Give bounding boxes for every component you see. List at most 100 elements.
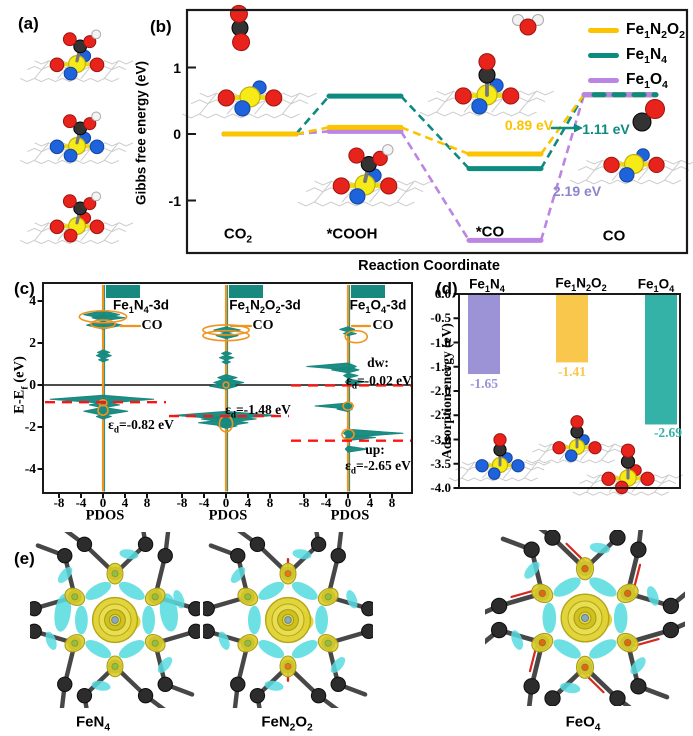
b-y-axis-title: Gibbs free energy (eV)	[133, 60, 149, 206]
d-ytick-label: -1.0	[430, 334, 451, 350]
dos-peak	[221, 359, 231, 365]
pdos-xtick-label: 8	[143, 495, 151, 510]
molecule-co	[632, 99, 665, 132]
connector-1	[295, 95, 330, 135]
legend-label-fe1n4: Fe1N4	[626, 46, 668, 67]
d-category-fe1n4: Fe1N4	[469, 276, 505, 295]
d-ytick-label: -2.0	[430, 383, 451, 398]
b-x-axis-title: Reaction Coordinate	[358, 258, 500, 274]
molecule-h2o	[512, 14, 544, 36]
legend-label-fe1o4: Fe1O4	[626, 71, 668, 92]
d-ytick-label: -3.5	[430, 455, 451, 471]
dos-peak	[95, 352, 112, 360]
pdos-co-label-1: CO	[141, 318, 163, 333]
pdos-xtick-label: -4	[320, 495, 332, 510]
e-label-fen4: FeN4	[75, 713, 111, 734]
dos-peak	[217, 422, 238, 429]
ed-label-dw: εd=-0.02 eV	[346, 373, 412, 391]
d-ytick-label: -3.0	[430, 431, 451, 447]
pdos-xtick-label: 0	[222, 495, 230, 510]
molecule-slab-oonn-cooh	[297, 144, 432, 207]
e-label-fen2o2: FeN2O2	[261, 713, 313, 734]
b-ytick-label: 0	[173, 126, 181, 142]
pdos-co-label-2: CO	[252, 318, 274, 333]
d-value-fe1n2o2: -1.41	[557, 364, 587, 379]
c-y-axis-title: E-Ef (eV)	[11, 356, 31, 414]
b-ytick-label: 1	[173, 59, 181, 76]
pdos-xtick-label: -8	[176, 495, 188, 510]
b-ytick-label: -1	[168, 192, 181, 209]
co-state-ellipse	[90, 319, 116, 329]
ed-label-fe1n2o2: εd=-1.48 eV	[225, 402, 291, 420]
pdos-xtick-label: -4	[75, 495, 87, 510]
c-ytick-label: 0	[29, 377, 36, 392]
pdos-co-label-3: CO	[372, 318, 394, 333]
panel-a-label: (a)	[18, 14, 39, 33]
molecule-slab-oonn-co	[419, 53, 554, 117]
panel-b-label: (b)	[150, 17, 172, 36]
ed-label-fe1n4: εd=-0.82 eV	[108, 417, 174, 435]
molecule-slab-oonn	[182, 80, 317, 119]
legend-item-fe1o4: Fe1O4	[588, 71, 668, 92]
dos-peak	[344, 378, 367, 386]
legend-swatch-fe1o4	[588, 77, 619, 83]
b-frame	[185, 8, 689, 255]
d-ytick-label: -2.5	[430, 407, 451, 423]
e-label-feo4: FeO4	[565, 713, 601, 734]
molecule-slab-nnnn-co	[448, 433, 551, 482]
bar-fe1o4	[645, 295, 677, 425]
d-category-fe1n2o2: Fe1N2O2	[555, 275, 607, 294]
connector-1	[539, 94, 586, 170]
dos-peak	[331, 366, 360, 374]
co-state-ellipse	[202, 324, 250, 336]
panel-d-label: (d)	[436, 279, 458, 298]
dos-peak	[83, 406, 129, 416]
isosurface-fen2o2	[203, 532, 373, 708]
pdos-xtick-label: -4	[198, 495, 210, 510]
d-ytick-label: -4.0	[430, 480, 451, 495]
pdos-legend-fe1o4: Fe1O4-3d	[349, 297, 407, 316]
d-value-fe1o4: -2.69	[653, 425, 683, 440]
isosurface-feo4	[485, 530, 685, 706]
bar-fe1n4	[468, 295, 500, 375]
pdos-x-axis-title: PDOS	[85, 507, 125, 524]
pdos-xtick-label: 8	[388, 495, 396, 510]
ed-prefix-dw: dw:	[367, 355, 389, 370]
legend-swatch-fe1n2o2	[588, 27, 619, 33]
molecule-slab-nnnn-cooh	[19, 111, 134, 165]
b-annotation-219: 2.19 eV	[552, 183, 602, 199]
molecule-slab-oonn-co	[525, 415, 628, 464]
d-ytick-label: -1.5	[430, 358, 451, 374]
d-ytick-label: 0.0	[434, 286, 451, 301]
pdos-xtick-label: 4	[366, 495, 374, 510]
b-state-co2: CO2	[223, 225, 253, 246]
pdos-x-axis-title: PDOS	[330, 507, 370, 524]
connector-0	[400, 126, 470, 156]
pdos-xtick-label: 0	[99, 495, 107, 510]
connector-0	[295, 126, 330, 136]
pdos-xtick-label: 8	[266, 495, 274, 510]
d-category-fe1o4: Fe1O4	[637, 276, 675, 295]
co-state-ellipse	[344, 329, 369, 344]
pdos-xtick-label: 4	[121, 495, 129, 510]
pdos-legend-fe1n2o2: Fe1N2O2-3d	[229, 297, 301, 316]
ed-prefix-up: up:	[365, 442, 385, 457]
panel-e-label: (e)	[14, 549, 35, 568]
dos-peak	[98, 357, 109, 363]
ed-label-up: εd=-2.65 eV	[345, 458, 411, 476]
pdos-xtick-label: -8	[298, 495, 310, 510]
molecule-slab-oonn	[569, 148, 693, 185]
c-frame	[42, 282, 413, 494]
dos-peak	[218, 354, 235, 361]
pdos-xtick-label: 4	[244, 495, 252, 510]
connector-2	[399, 130, 471, 242]
b-state-co: CO	[602, 227, 626, 245]
d-ytick-label: -0.5	[430, 310, 451, 326]
legend-swatch-fe1n4	[588, 52, 619, 58]
bar-fe1n2o2	[556, 295, 588, 363]
b-state-cooh: *COOH	[326, 225, 378, 243]
desorption-arrowhead	[574, 123, 583, 133]
dos-peak	[198, 418, 249, 427]
legend-item-fe1n2o2: Fe1N2O2	[588, 21, 685, 40]
